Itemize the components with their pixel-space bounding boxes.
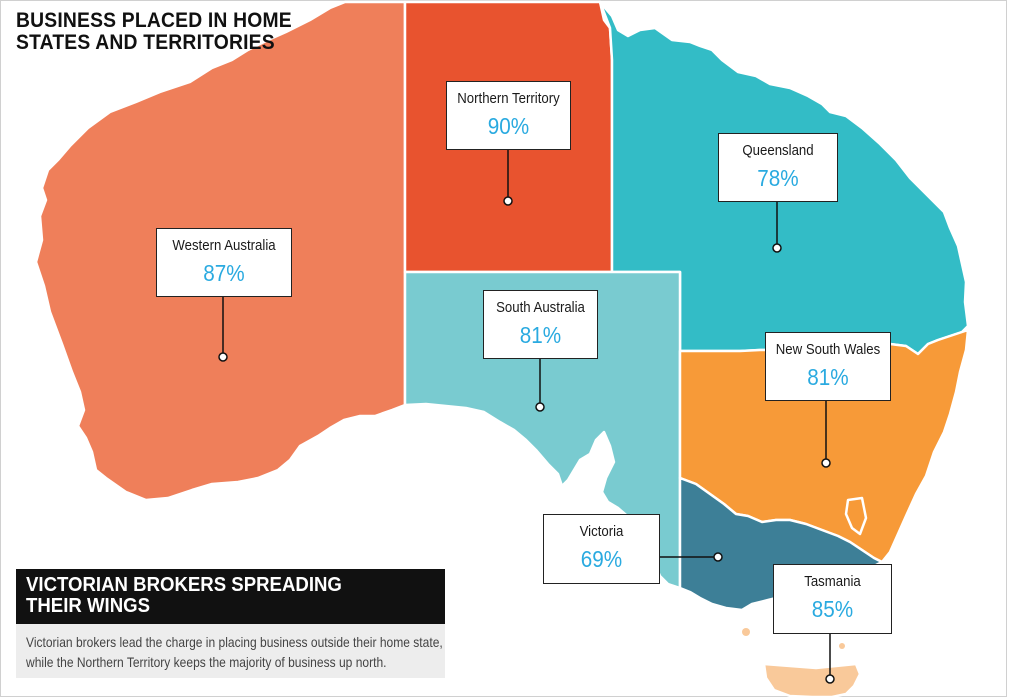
marker-nsw [821,458,831,468]
region-name: Victoria [579,523,624,540]
marker-tas [825,674,835,684]
map-title: BUSINESS PLACED IN HOME STATES AND TERRI… [16,9,292,54]
region-value: 87% [203,260,245,286]
panel-heading-line2: THEIR WINGS [26,595,151,617]
marker-qld [772,243,782,253]
label-south-australia: South Australia 81% [483,290,598,359]
panel-heading-line1: VICTORIAN BROKERS SPREADING [26,574,342,596]
region-value: 81% [807,364,849,390]
region-tasmania [762,662,862,699]
marker-wa [218,352,228,362]
island-dot [613,493,619,499]
region-name: Western Australia [172,237,276,254]
region-value: 69% [580,546,623,572]
act-outline [844,496,868,536]
region-name: South Australia [496,299,585,316]
region-name: Queensland [742,142,814,159]
panel-body-line1: Victorian brokers lead the charge in pla… [26,634,443,650]
label-western-australia: Western Australia 87% [156,228,292,297]
label-new-south-wales: New South Wales 81% [765,332,891,401]
marker-nt [503,196,513,206]
marker-sa [535,402,545,412]
region-value: 78% [757,165,799,191]
region-name: Northern Territory [457,90,560,107]
region-name: Tasmania [804,573,861,590]
region-name: New South Wales [775,341,881,358]
region-value: 81% [519,322,562,348]
label-tasmania: Tasmania 85% [773,564,892,634]
label-northern-territory: Northern Territory 90% [446,81,571,150]
label-queensland: Queensland 78% [718,133,838,202]
panel-body-line2: while the Northern Territory keeps the m… [26,654,387,670]
island-dot [839,643,845,649]
panel-heading: VICTORIAN BROKERS SPREADING THEIR WINGS [16,569,445,624]
marker-vic [713,552,723,562]
region-value: 90% [487,113,530,139]
island-dot [742,628,750,636]
label-victoria: Victoria 69% [543,514,660,584]
region-value: 85% [811,596,854,622]
panel-description: Victorian brokers lead the charge in pla… [16,624,445,678]
